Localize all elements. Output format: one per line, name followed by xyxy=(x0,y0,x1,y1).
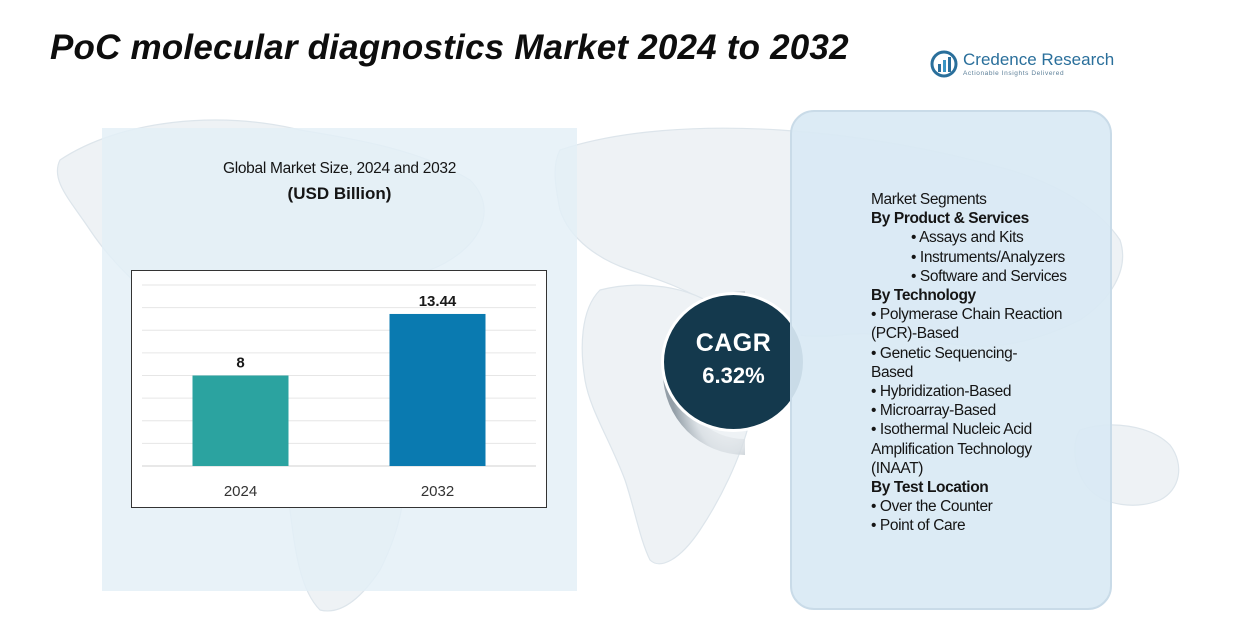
data-label-2024: 8 xyxy=(236,355,244,372)
logo-name: Credence Research xyxy=(963,50,1115,69)
bar-chart-svg: 8 2024 13.44 2032 xyxy=(142,284,536,500)
segment-heading: By Technology xyxy=(871,287,976,305)
segment-item: • Isothermal Nucleic Acid xyxy=(871,421,1032,439)
segment-item: (PCR)-Based xyxy=(871,325,959,343)
logo-mark-icon xyxy=(930,50,958,78)
segment-heading: By Test Location xyxy=(871,479,989,497)
segment-item: • Software and Services xyxy=(911,267,1067,285)
x-tick-label-2024: 2024 xyxy=(224,483,257,500)
chart-title: Global Market Size, 2024 and 2032 xyxy=(222,160,457,177)
segment-item: • Genetic Sequencing- xyxy=(871,344,1018,362)
segment-item: Market Segments xyxy=(871,191,987,208)
segment-heading: By Product & Services xyxy=(871,210,1029,228)
segment-item: Based xyxy=(871,363,913,381)
segment-item: • Instruments/Analyzers xyxy=(911,248,1065,266)
bar-2032 xyxy=(389,313,486,466)
x-tick-label-2032: 2032 xyxy=(421,483,454,500)
segment-item: • Microarray-Based xyxy=(871,402,996,420)
segment-item: Amplification Technology xyxy=(871,440,1032,458)
segment-item: • Assays and Kits xyxy=(911,229,1024,247)
segment-item: • Over the Counter xyxy=(871,498,993,516)
bar-2024 xyxy=(192,375,289,466)
cagr-label: CAGR xyxy=(695,329,772,357)
chart-unit: (USD Billion) xyxy=(287,184,392,203)
market-segments-list: Market Segments By Product & Services • As… xyxy=(871,190,1111,536)
market-segments-panel xyxy=(790,110,1112,610)
credence-research-logo[interactable]: Credence Research Actionable Insights De… xyxy=(930,48,1115,80)
bar-chart: 8 2024 13.44 2032 xyxy=(131,270,547,508)
cagr-badge: CAGR 6.32% xyxy=(661,292,806,432)
segment-item: • Hybridization-Based xyxy=(871,383,1012,401)
data-label-2032: 13.44 xyxy=(419,293,457,310)
logo-tagline: Actionable Insights Delivered xyxy=(963,70,1065,77)
segment-item: • Polymerase Chain Reaction xyxy=(871,306,1063,324)
segment-item: • Point of Care xyxy=(871,517,966,535)
segment-item: (INAAT) xyxy=(871,459,924,477)
cagr-value: 6.32% xyxy=(702,363,765,388)
page-title: PoC molecular diagnostics Market 2024 to… xyxy=(50,28,849,67)
